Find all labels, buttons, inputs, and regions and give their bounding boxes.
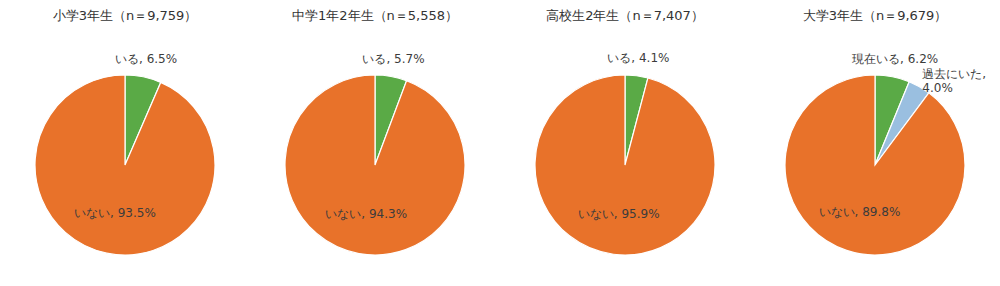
- pie-panel: 大学3年生（n＝9,679） 現在いる, 6.2%過去にいた,4.0% いない, 8…: [785, 8, 986, 255]
- pie: [785, 75, 965, 255]
- pie: [35, 75, 215, 255]
- data-label: いる, 6.5%: [115, 52, 177, 66]
- data-labels: いる, 4.1% いない, 95.9%: [578, 51, 670, 221]
- pie-slice: [285, 75, 465, 255]
- figure: 小学3年生（n＝9,759） いる, 6.5% いない, 93.5% 中学1年2年生（…: [0, 0, 1000, 286]
- pie-slice: [785, 75, 965, 255]
- data-label-line: 過去にいた,: [922, 67, 986, 81]
- data-label: いない, 93.5%: [74, 206, 156, 220]
- chart-title: 小学3年生（n＝9,759）: [53, 8, 198, 23]
- pie: [285, 75, 465, 255]
- data-label-line: いる, 5.7%: [362, 52, 424, 66]
- data-label-line: いない, 93.5%: [74, 206, 156, 220]
- pie-panel: 中学1年2年生（n＝5,558） いる, 5.7% いない, 94.3%: [285, 8, 465, 255]
- data-label-line: いない, 89.8%: [819, 205, 901, 219]
- data-label-line: いない, 94.3%: [325, 207, 407, 221]
- chart-title: 大学3年生（n＝9,679）: [803, 8, 948, 23]
- data-labels: いる, 5.7% いない, 94.3%: [325, 52, 424, 221]
- data-labels: 現在いる, 6.2%過去にいた,4.0% いない, 89.8%: [819, 52, 987, 219]
- data-label-line: 4.0%: [922, 81, 953, 95]
- data-label-line: いない, 95.9%: [578, 207, 660, 221]
- data-label: 現在いる, 6.2%: [852, 52, 938, 66]
- pie-slice: [535, 75, 715, 255]
- pie-slice: [35, 75, 215, 255]
- data-label: いない, 95.9%: [578, 207, 660, 221]
- pie-panel: 高校生2年生（n＝7,407） いる, 4.1% いない, 95.9%: [535, 8, 715, 255]
- data-label-line: いる, 6.5%: [115, 52, 177, 66]
- chart-title: 高校生2年生（n＝7,407）: [546, 8, 704, 23]
- data-label-line: 現在いる, 6.2%: [852, 52, 938, 66]
- data-label: いない, 89.8%: [819, 205, 901, 219]
- chart-title: 中学1年2年生（n＝5,558）: [292, 8, 458, 23]
- data-label: いる, 4.1%: [607, 51, 669, 65]
- data-label: 過去にいた,4.0%: [922, 67, 986, 95]
- data-label: いない, 94.3%: [325, 207, 407, 221]
- pie: [535, 75, 715, 255]
- data-label: いる, 5.7%: [362, 52, 424, 66]
- data-label-line: いる, 4.1%: [607, 51, 669, 65]
- data-labels: いる, 6.5% いない, 93.5%: [74, 52, 177, 220]
- pie-panel: 小学3年生（n＝9,759） いる, 6.5% いない, 93.5%: [35, 8, 215, 255]
